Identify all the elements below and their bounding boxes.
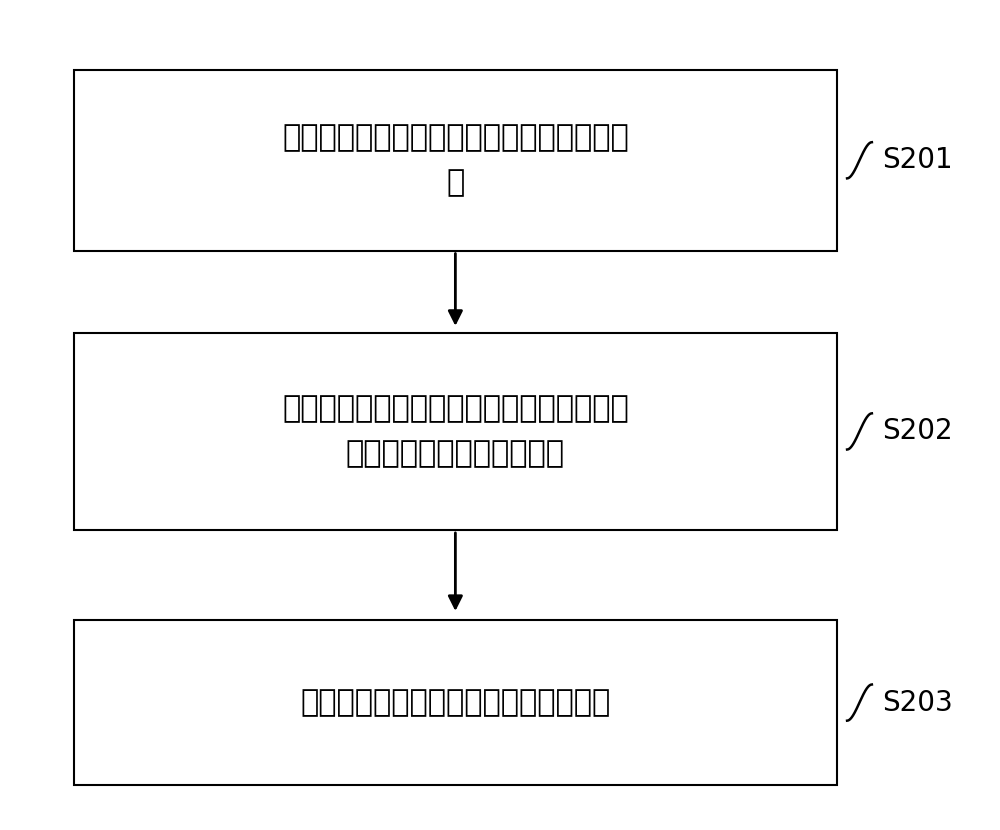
Text: 力: 力 (446, 168, 465, 198)
FancyBboxPatch shape (74, 333, 837, 530)
Text: S203: S203 (882, 689, 953, 716)
Text: 在机油压力大于或等于机油压力阈值时，检: 在机油压力大于或等于机油压力阈值时，检 (282, 394, 629, 423)
Text: S202: S202 (882, 417, 952, 446)
Text: S201: S201 (882, 146, 952, 174)
Text: 检测到发动机启动，获取发动机内的机油压: 检测到发动机启动，获取发动机内的机油压 (282, 123, 629, 152)
FancyBboxPatch shape (74, 620, 837, 784)
FancyBboxPatch shape (74, 70, 837, 251)
Text: 测车辆所处环境的环境温度: 测车辆所处环境的环境温度 (346, 440, 565, 468)
Text: 根据环境温度控制活塞冷却喷嘴的启闭: 根据环境温度控制活塞冷却喷嘴的启闭 (300, 688, 610, 717)
